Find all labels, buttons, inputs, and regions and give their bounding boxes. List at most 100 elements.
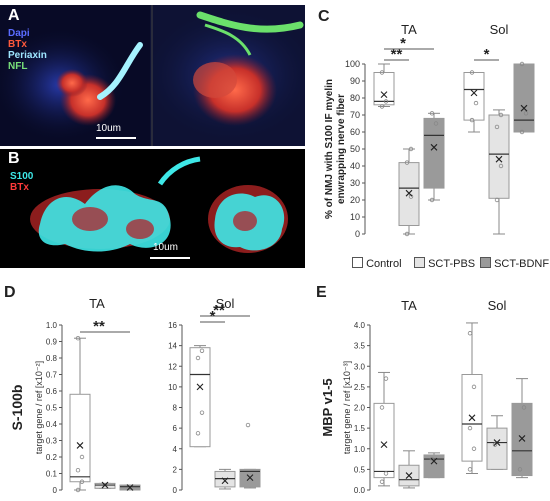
channel-label-dapi: Dapi (8, 28, 30, 39)
chart-c-y-tick-label: 90 (350, 76, 360, 86)
chart-c-y-tick-label: 100 (345, 59, 360, 69)
legend-label-sct-pbs: SCT-PBS (428, 258, 476, 270)
chart-d-sol-control-point (199, 410, 205, 415)
legend-label-sct-bdnf: SCT-BDNF (494, 258, 550, 270)
chart-e-group-label-ta: TA (401, 298, 417, 313)
chart-e-sol-control-point (467, 467, 473, 472)
scale-bar-label-a: 10um (96, 123, 122, 134)
chart-c-y-tick-label: 80 (350, 93, 360, 103)
chart-c-sol-control-point (473, 100, 479, 106)
chart-d-sol-y-tick-label: 12 (168, 362, 177, 371)
chart-c-y-tick-label: 70 (350, 110, 360, 120)
chart-c-ta-control-point (379, 104, 385, 109)
chart-c-ta-sct-bdnf-point (429, 111, 435, 116)
channel-legend-a: Dapi BTx Periaxin NFL (8, 28, 47, 72)
chart-d-ta-control-mean-marker (76, 442, 84, 449)
chart-e-ta-control-mean-marker (380, 441, 388, 449)
chart-c-sol-sct-bdnf-point (519, 61, 525, 67)
chart-d-sol-control-point (199, 348, 205, 353)
chart-c: 0 10 20 30 40 50 60 70 80 90 100 % of NMJ with S100… (324, 22, 535, 239)
panel-label-a: A (8, 7, 20, 24)
chart-e-y-tick-label: 1.5 (354, 424, 366, 433)
chart-d-sol-sct-bdnf-mean-marker (246, 474, 254, 482)
legend-item-sct-bdnf: SCT-BDNF (480, 257, 549, 270)
chart-c-y-tick-label: 30 (350, 178, 360, 188)
chart-c-group-label-ta: TA (401, 22, 417, 37)
chart-c-y-tick-label: 50 (350, 144, 360, 154)
chart-d-sol-y-tick-label: 0 (173, 486, 178, 495)
chart-e-sol-control-point (467, 331, 473, 336)
chart-c-ta-sct-bdnf-point (429, 197, 435, 203)
channel-label-btx: BTx (8, 39, 27, 50)
chart-c-sol-control-point (469, 117, 475, 123)
chart-d-y-label: target gene / ref [x10⁻²] (34, 361, 44, 454)
chart-d-ta-control-point (79, 479, 85, 484)
channel-label-periaxin: Periaxin (8, 50, 47, 61)
chart-d-ta-y-tick-label: 0.3 (46, 437, 58, 446)
chart-d-ta-y-tick-label: 0.7 (46, 371, 58, 380)
chart-c-ta-control-mean-marker (380, 91, 388, 98)
chart-d-sol-y-tick-label: 14 (168, 342, 177, 351)
chart-e-sol-control-point (471, 446, 477, 451)
chart-e-ta-control-point (379, 479, 385, 484)
chart-e-sol-sct-pbs-point (492, 442, 498, 447)
chart-e-y-tick-label: 2.0 (354, 404, 366, 413)
chart-e-sol-control-point (471, 384, 477, 390)
chart-d-ta-control-point (75, 487, 81, 493)
chart-e-y-tick-label: 4.0 (354, 321, 366, 330)
chart-e-sol-sct-pbs-box (486, 427, 508, 470)
legend-swatch-sct-bdnf (480, 257, 491, 268)
legend-item-control: Control (352, 257, 402, 270)
chart-d-ta-y-tick-label: 0 (53, 486, 58, 495)
chart-d-ta-control-point (79, 454, 85, 460)
chart-c-sol-control-box (463, 72, 485, 121)
channel-label-s100: S100 (10, 171, 34, 182)
chart-e-ta-sct-bdnf-point (429, 456, 435, 462)
micrograph-a-image (0, 5, 305, 146)
chart-d-sol-y-tick-label: 6 (173, 424, 178, 433)
chart-c-ta-sct-pbs-box (398, 162, 420, 227)
chart-c-sol-sct-pbs-point (498, 112, 504, 118)
chart-c-sol-sct-bdnf-point (523, 111, 529, 116)
panel-label-b: B (8, 150, 20, 167)
panel-label-c: C (318, 8, 330, 25)
chart-e-y-tick-label: 0.5 (354, 465, 366, 474)
chart-e-y-tick-label: 0.0 (354, 486, 366, 495)
chart-d-ta-control-point (75, 467, 81, 473)
chart-e-main-label: MBP v1-5 (320, 378, 335, 436)
chart-e-y-tick-label: 3.0 (354, 362, 366, 371)
chart-d-ta-y-tick-label: 0.4 (46, 420, 58, 429)
legend-swatch-control (352, 257, 363, 268)
chart-e-ta-sct-pbs-mean-marker (405, 472, 413, 479)
chart-c-ta-significance-label: ** (391, 46, 403, 63)
chart-c-ta-sct-pbs-point (404, 160, 410, 165)
chart-d-sol-y-tick-label: 16 (168, 321, 177, 330)
chart-c-ta-sct-pbs-point (408, 146, 414, 152)
micrograph-b-image (0, 149, 305, 268)
chart-c-ta-sct-pbs-mean-marker (405, 189, 413, 197)
legend-label-control: Control (366, 258, 402, 270)
chart-c-sol-sct-bdnf-box (513, 63, 535, 133)
channel-label-btx-b: BTx (10, 182, 29, 193)
micrograph-a: A Dapi BTx Periaxin NFL 10um (0, 5, 305, 146)
chart-c-ta-sct-bdnf-box (423, 117, 445, 189)
chart-c-sol-sct-bdnf-mean-marker (520, 104, 528, 112)
chart-e-group-label-sol: Sol (488, 298, 507, 313)
chart-c-sol-sct-pbs-point (494, 197, 500, 203)
chart-e-y-tick-label: 3.5 (354, 342, 366, 351)
chart-c-sol-sct-pbs-point (498, 163, 504, 169)
chart-d-ta-y-tick-label: 0.5 (46, 404, 58, 413)
scale-bar-label-b: 10um (153, 242, 179, 253)
chart-e-sol-sct-bdnf-point (521, 405, 527, 410)
chart-d-ta-significance-label: ** (93, 318, 105, 335)
chart-d-sol-sct-bdnf-point (245, 422, 251, 428)
chart-e-sol-sct-pbs-mean-marker (493, 439, 501, 446)
chart-d: S-100b target gene / ref [x10⁻²] 0 0.1 0.2 0.… (9, 296, 261, 495)
chart-c-y-tick-label: 40 (350, 161, 360, 171)
chart-c-sol-sct-bdnf-point (519, 129, 525, 135)
chart-c-ta-control-point (379, 70, 385, 75)
channel-legend-b: S100 BTx (10, 171, 33, 193)
chart-c-y-label-line1: % of NMJ with S100 IF myelin (324, 79, 335, 219)
chart-e-ta-control-box (373, 402, 395, 479)
chart-c-sol-control-point (469, 70, 475, 75)
